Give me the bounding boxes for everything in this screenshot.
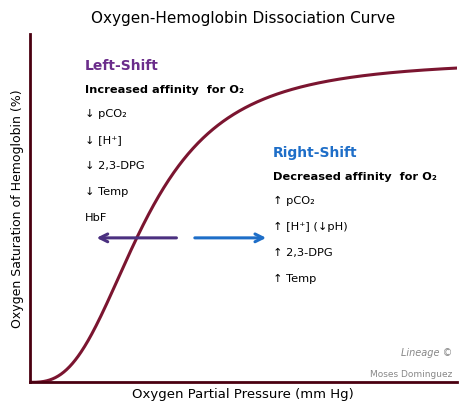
Text: ↑ Temp: ↑ Temp [273, 274, 317, 284]
Text: ↓ pCO₂: ↓ pCO₂ [85, 109, 127, 119]
Text: ↑ pCO₂: ↑ pCO₂ [273, 196, 315, 206]
Text: Left-Shift: Left-Shift [85, 59, 159, 73]
X-axis label: Oxygen Partial Pressure (mm Hg): Oxygen Partial Pressure (mm Hg) [132, 388, 354, 401]
Title: Oxygen-Hemoglobin Dissociation Curve: Oxygen-Hemoglobin Dissociation Curve [91, 11, 395, 26]
Text: ↑ 2,3-DPG: ↑ 2,3-DPG [273, 248, 333, 258]
Text: Decreased affinity  for O₂: Decreased affinity for O₂ [273, 172, 437, 182]
Text: Lineage ©: Lineage © [401, 348, 453, 358]
Text: ↓ [H⁺]: ↓ [H⁺] [85, 135, 122, 145]
Text: HbF: HbF [85, 213, 108, 223]
Text: ↓ Temp: ↓ Temp [85, 187, 128, 197]
Text: Moses Dominguez: Moses Dominguez [370, 370, 453, 379]
Y-axis label: Oxygen Saturation of Hemoglobin (%): Oxygen Saturation of Hemoglobin (%) [11, 89, 24, 328]
Text: Right-Shift: Right-Shift [273, 145, 358, 159]
Text: Increased affinity  for O₂: Increased affinity for O₂ [85, 85, 244, 95]
Text: ↑ [H⁺] (↓pH): ↑ [H⁺] (↓pH) [273, 222, 348, 232]
Text: ↓ 2,3-DPG: ↓ 2,3-DPG [85, 161, 145, 171]
